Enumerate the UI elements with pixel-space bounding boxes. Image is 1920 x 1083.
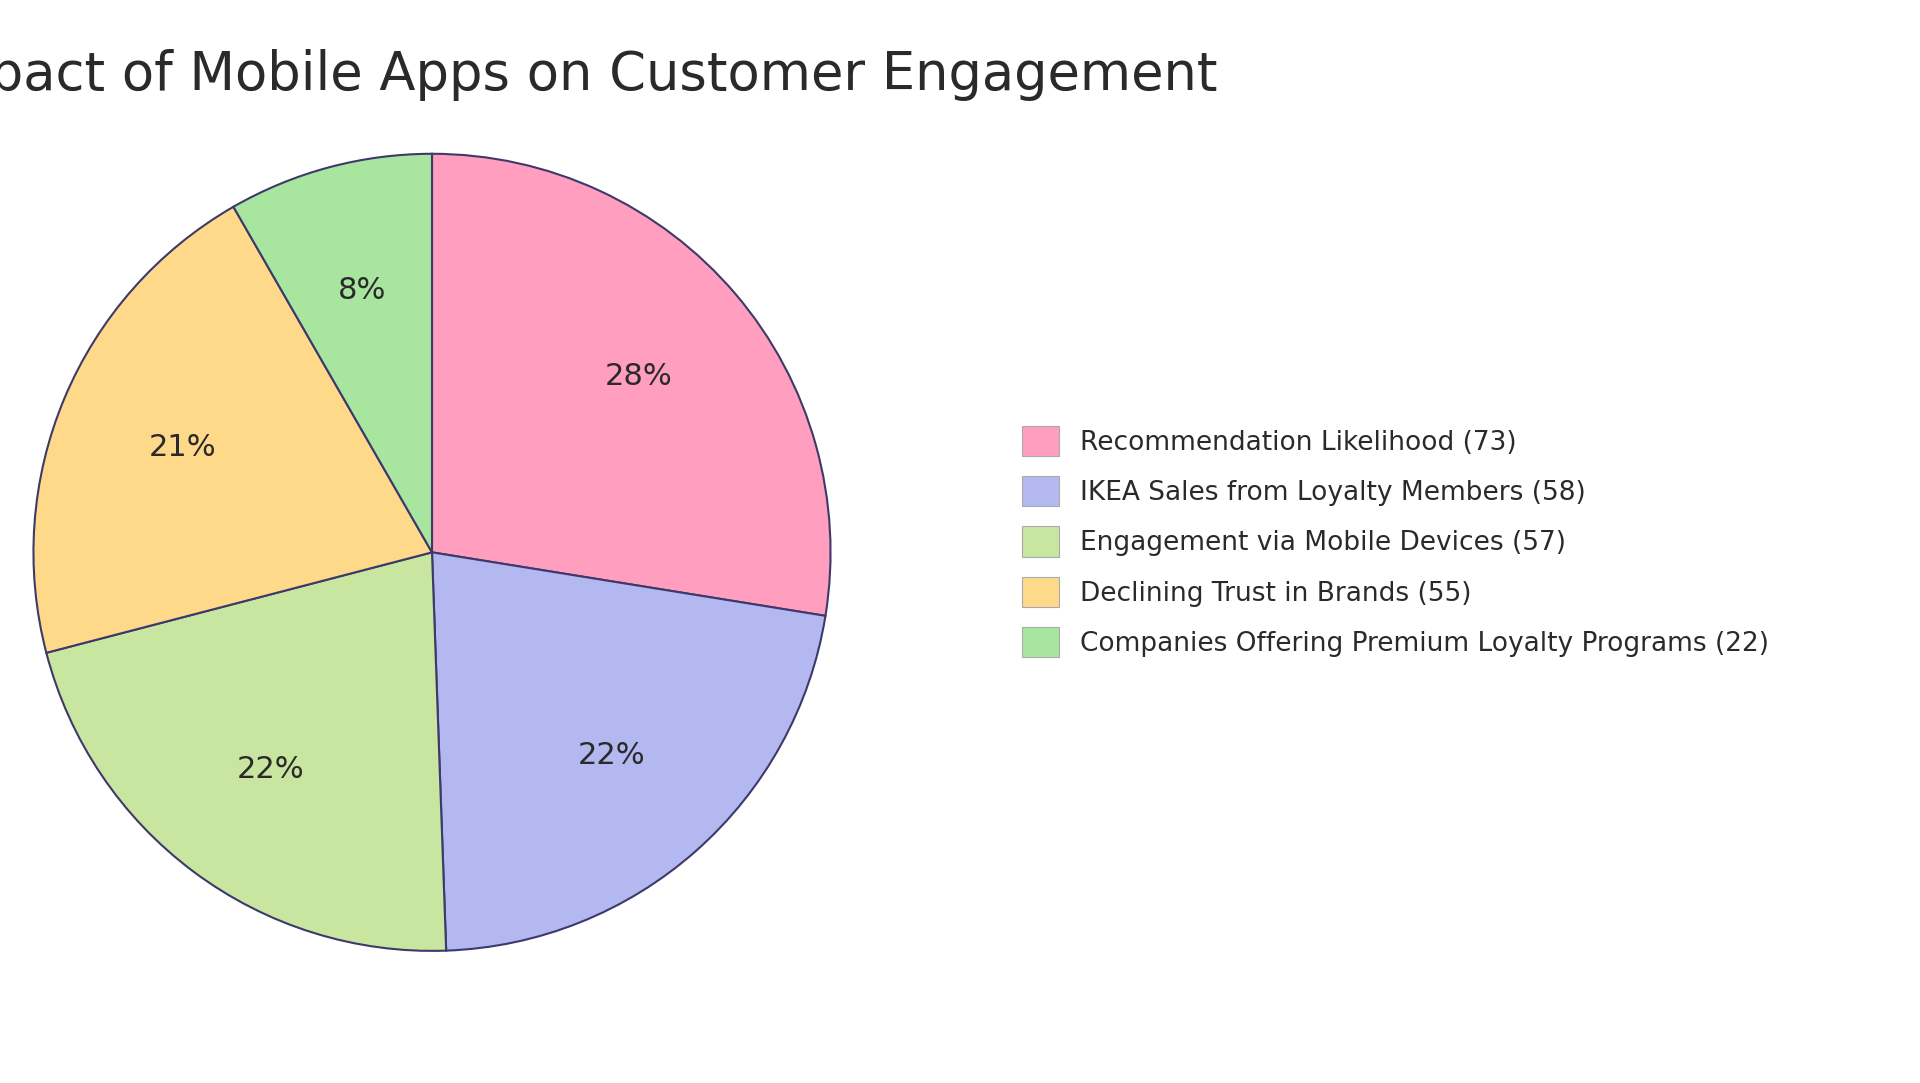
Text: Impact of Mobile Apps on Customer Engagement: Impact of Mobile Apps on Customer Engage… [0,49,1217,101]
Wedge shape [33,207,432,653]
Wedge shape [432,552,826,951]
Text: 22%: 22% [236,755,303,784]
Wedge shape [46,552,445,951]
Wedge shape [432,154,831,616]
Text: 21%: 21% [148,433,215,462]
Text: 22%: 22% [578,741,645,770]
Legend: Recommendation Likelihood (73), IKEA Sales from Loyalty Members (58), Engagement: Recommendation Likelihood (73), IKEA Sal… [1012,415,1780,668]
Wedge shape [234,154,432,552]
Text: 8%: 8% [338,276,386,305]
Text: 28%: 28% [605,362,672,391]
